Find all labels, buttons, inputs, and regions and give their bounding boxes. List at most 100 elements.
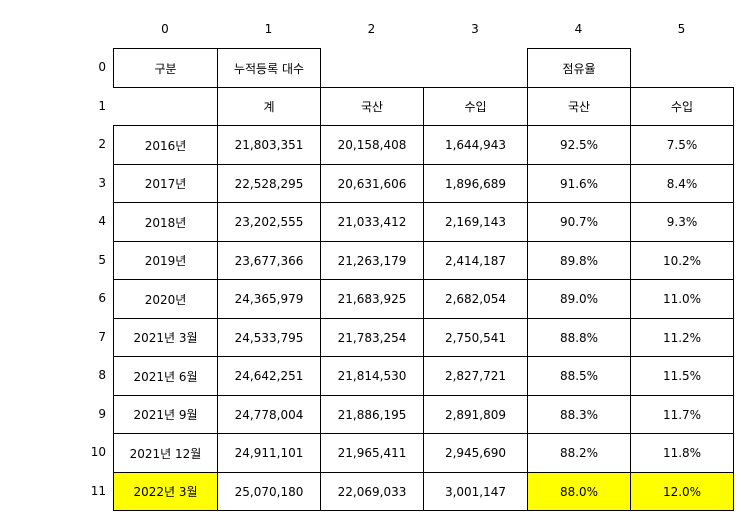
cell-text: 24,642,251	[234, 369, 304, 383]
cell-text: 12.0%	[662, 484, 702, 499]
data-cell[interactable]: 21,263,179	[320, 241, 424, 280]
header-cell-share-imported[interactable]: 수입	[630, 87, 734, 126]
cell-text: 88.8%	[559, 330, 599, 345]
data-cell[interactable]: 2,945,690	[423, 433, 528, 473]
cell-text: 11.8%	[662, 446, 702, 460]
data-cell[interactable]: 2,891,809	[423, 395, 528, 434]
data-cell[interactable]: 2,750,541	[423, 318, 528, 357]
data-cell[interactable]: 24,533,795	[217, 318, 321, 357]
data-cell[interactable]: 11.5%	[630, 356, 734, 396]
cell-text: 25,070,180	[234, 484, 304, 499]
data-cell[interactable]: 23,677,366	[217, 241, 321, 280]
data-cell[interactable]: 2018년	[113, 202, 218, 242]
data-cell[interactable]: 20,631,606	[320, 164, 424, 203]
cell-text: 21,033,412	[337, 215, 407, 229]
cell-text: 수입	[670, 100, 694, 114]
data-cell[interactable]: 8.4%	[630, 164, 734, 203]
data-cell[interactable]: 89.0%	[527, 279, 631, 319]
column-index-0: 0	[161, 22, 169, 36]
cell-text: 1,896,689	[444, 176, 507, 191]
data-cell[interactable]: 88.5%	[527, 356, 631, 396]
data-cell[interactable]: 88.0%	[527, 472, 631, 511]
data-cell[interactable]: 20,158,408	[320, 125, 424, 165]
row-index-6: 6	[98, 291, 106, 305]
cell-text: 89.8%	[559, 253, 599, 268]
data-cell[interactable]: 24,911,101	[217, 433, 321, 473]
cell-text: 22,069,033	[337, 484, 407, 499]
header-cell-cumulative-registrations[interactable]: 누적등록 대수	[217, 48, 321, 88]
data-cell[interactable]: 91.6%	[527, 164, 631, 203]
row-index-9: 9	[98, 407, 106, 421]
data-cell[interactable]: 7.5%	[630, 125, 734, 165]
cell-text: 계	[263, 100, 275, 114]
data-cell[interactable]: 12.0%	[630, 472, 734, 511]
data-cell[interactable]: 21,033,412	[320, 202, 424, 242]
cell-text: 2021년 12월	[129, 446, 202, 461]
data-cell[interactable]: 2017년	[113, 164, 218, 203]
cell-text: 2021년 9월	[133, 408, 198, 422]
cell-text: 2018년	[144, 215, 187, 230]
data-cell[interactable]: 24,778,004	[217, 395, 321, 434]
cell-text: 10.2%	[662, 253, 702, 268]
cell-text: 11.2%	[662, 330, 702, 345]
row-index-7: 7	[98, 330, 106, 344]
data-cell[interactable]: 10.2%	[630, 241, 734, 280]
data-cell[interactable]: 1,644,943	[423, 125, 528, 165]
data-cell[interactable]: 24,642,251	[217, 356, 321, 396]
header-cell-share-domestic[interactable]: 국산	[527, 87, 631, 126]
data-cell[interactable]: 9.3%	[630, 202, 734, 242]
header-cell-imported[interactable]: 수입	[423, 87, 528, 126]
data-cell[interactable]: 2021년 12월	[113, 433, 218, 473]
cell-text: 7.5%	[666, 138, 698, 152]
row-index-11: 11	[90, 484, 106, 498]
data-cell[interactable]: 2020년	[113, 279, 218, 319]
data-cell[interactable]: 2,414,187	[423, 241, 528, 280]
cell-text: 91.6%	[559, 176, 599, 191]
cell-text: 2,414,187	[444, 253, 507, 268]
cell-text: 11.5%	[662, 369, 702, 383]
data-cell[interactable]: 2,169,143	[423, 202, 528, 242]
data-cell[interactable]: 1,896,689	[423, 164, 528, 203]
data-cell[interactable]: 21,803,351	[217, 125, 321, 165]
data-cell[interactable]: 21,814,530	[320, 356, 424, 396]
data-cell[interactable]: 24,365,979	[217, 279, 321, 319]
header-cell-total[interactable]: 계	[217, 87, 321, 126]
data-cell[interactable]: 11.7%	[630, 395, 734, 434]
data-cell[interactable]: 2,827,721	[423, 356, 528, 396]
data-cell[interactable]: 88.3%	[527, 395, 631, 434]
cell-text: 2,682,054	[444, 292, 507, 306]
data-cell[interactable]: 21,965,411	[320, 433, 424, 473]
data-cell[interactable]: 92.5%	[527, 125, 631, 165]
data-cell[interactable]: 2021년 9월	[113, 395, 218, 434]
header-cell-category[interactable]: 구분	[113, 48, 218, 88]
data-cell[interactable]: 21,783,254	[320, 318, 424, 357]
data-cell[interactable]: 2021년 3월	[113, 318, 218, 357]
data-cell[interactable]: 21,683,925	[320, 279, 424, 319]
data-cell[interactable]: 2019년	[113, 241, 218, 280]
header-cell-domestic[interactable]: 국산	[320, 87, 424, 126]
data-cell[interactable]: 2,682,054	[423, 279, 528, 319]
data-cell[interactable]: 22,528,295	[217, 164, 321, 203]
column-index-5: 5	[677, 22, 686, 36]
data-cell[interactable]: 21,886,195	[320, 395, 424, 434]
data-cell[interactable]: 89.8%	[527, 241, 631, 280]
row-index-10: 10	[90, 445, 106, 459]
cell-text: 9.3%	[666, 215, 698, 229]
data-cell[interactable]: 23,202,555	[217, 202, 321, 242]
data-cell[interactable]: 2022년 3월	[113, 472, 218, 511]
data-cell[interactable]: 88.2%	[527, 433, 631, 473]
data-cell[interactable]: 90.7%	[527, 202, 631, 242]
data-cell[interactable]: 11.2%	[630, 318, 734, 357]
data-cell[interactable]: 3,001,147	[423, 472, 528, 511]
data-cell[interactable]: 22,069,033	[320, 472, 424, 511]
cell-text: 24,778,004	[234, 407, 304, 422]
cell-text: 21,263,179	[337, 253, 407, 268]
data-cell[interactable]: 88.8%	[527, 318, 631, 357]
data-cell[interactable]: 11.8%	[630, 433, 734, 473]
header-cell-market-share[interactable]: 점유율	[527, 48, 631, 88]
data-cell[interactable]: 25,070,180	[217, 472, 321, 511]
data-cell[interactable]: 11.0%	[630, 279, 734, 319]
data-cell[interactable]: 2021년 6월	[113, 356, 218, 396]
cell-text: 2,169,143	[444, 215, 507, 229]
data-cell[interactable]: 2016년	[113, 125, 218, 165]
